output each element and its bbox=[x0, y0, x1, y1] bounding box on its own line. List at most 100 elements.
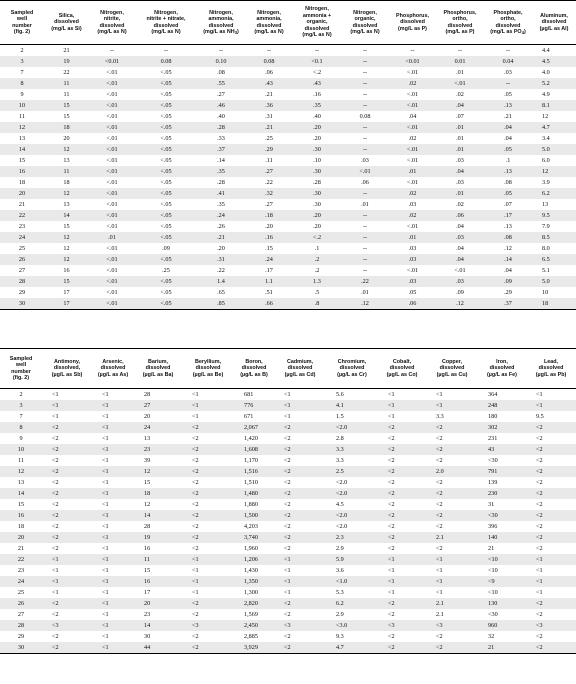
cell-well-number: 3 bbox=[0, 56, 44, 67]
cell-boron: 671 bbox=[244, 413, 254, 420]
cell-nitrogen-nitrite: <.01 bbox=[89, 276, 135, 287]
cell-aluminum: 4.9 bbox=[542, 91, 550, 98]
cell-barium: 23 bbox=[144, 611, 151, 618]
cell-chromium: 9.3 bbox=[336, 633, 344, 640]
cell-iron: 230 bbox=[478, 488, 526, 499]
cell-nitrogen-ammonia-organic: .10 bbox=[313, 157, 321, 164]
cell-copper: 2.1 bbox=[436, 611, 444, 618]
cell-nitrogen-ammonia-n: .66 bbox=[245, 298, 293, 310]
cell-aluminum: 6.5 bbox=[532, 254, 576, 265]
cell-barium: 28 bbox=[144, 391, 151, 398]
cell-chromium: 1.5 bbox=[336, 413, 344, 420]
cell-nitrogen-organic: -- bbox=[362, 69, 368, 76]
table-row: 30 <2 <1 44 <2 3,929 <2 4.7 <2 <2 21 <2 bbox=[0, 642, 576, 654]
cell-antimony: <3 bbox=[42, 620, 92, 631]
cell-silica: 13 bbox=[63, 157, 70, 164]
cell-well-number: 27 bbox=[17, 611, 25, 618]
cell-lead: <3 bbox=[526, 620, 576, 631]
cell-antimony: <2 bbox=[42, 422, 92, 433]
cell-beryllium: <2 bbox=[182, 444, 234, 455]
cell-cadmium: <2 bbox=[284, 523, 291, 530]
cell-phosphate-ortho: .14 bbox=[484, 254, 532, 265]
cell-nitrogen-nitrite: <.01 bbox=[106, 223, 118, 230]
cell-well-number: 24 bbox=[0, 232, 44, 243]
cell-silica: 16 bbox=[63, 267, 70, 274]
cell-barium: 15 bbox=[144, 567, 151, 574]
cell-boron: 1,516 bbox=[234, 466, 274, 477]
cell-silica: 11 bbox=[44, 78, 89, 89]
cell-phosphorus: .03 bbox=[408, 245, 417, 252]
cell-iron: <10 bbox=[488, 567, 498, 574]
col-nitrogen-ammonia-organic: Nitrogen, ammonia + organic, dissolved (mg/L… bbox=[302, 6, 332, 39]
cell-boron: 1,480 bbox=[234, 488, 274, 499]
table-row: 28 15 <.01 <.05 1.4 1.1 1.3.22.03.03.09 5.0 bbox=[0, 276, 576, 287]
cell-antimony: <2 bbox=[52, 435, 59, 442]
cell-nitrogen-organic: -- bbox=[341, 254, 389, 265]
cell-phosphorus: <.01 bbox=[406, 223, 419, 230]
cell-nitrogen-organic: -- bbox=[341, 144, 389, 155]
cell-aluminum: 18 bbox=[532, 298, 576, 310]
cell-boron: 2,450 bbox=[234, 620, 274, 631]
cell-well-number: 7 bbox=[20, 69, 24, 76]
cell-nitrogen-ammonia-n: .06 bbox=[265, 69, 273, 76]
cell-phosphate-ortho: .03 bbox=[504, 69, 512, 76]
cell-well-number: 25 bbox=[17, 589, 25, 596]
cell-iron: 21 bbox=[488, 545, 495, 552]
cell-phosphorus-ortho: .03 bbox=[436, 232, 484, 243]
cell-nitrogen-ammonia-organic: .30 bbox=[293, 144, 341, 155]
cell-well-number: 8 bbox=[0, 422, 42, 433]
cell-well-number: 28 bbox=[0, 620, 42, 631]
table-row: 3 19 <0.01 0.08 0.10 0.08 <0.1 -- <0.01 0.01 0.04 4… bbox=[0, 56, 576, 67]
cell-nitrogen-ammonia-nh3: .28 bbox=[217, 179, 225, 186]
cell-lead: <1 bbox=[536, 391, 543, 398]
cell-antimony: <2 bbox=[52, 479, 59, 486]
table-row: 26 <2 <1 20 <2 2,820 <2 6.2 <2 2.1 130 <2 bbox=[0, 598, 576, 609]
cell-nitrogen-ammonia-nh3: .37 bbox=[197, 144, 245, 155]
cell-phosphorus-ortho: .01 bbox=[456, 69, 464, 76]
cell-phosphorus-ortho: <.01 bbox=[454, 267, 466, 274]
cell-well-number: 21 bbox=[18, 201, 26, 208]
cell-cadmium: <2 bbox=[284, 435, 291, 442]
cell-nitrogen-organic: -- bbox=[362, 135, 368, 142]
cell-beryllium: <1 bbox=[192, 413, 199, 420]
cell-phosphorus-ortho: .01 bbox=[436, 188, 484, 199]
cell-lead: <2 bbox=[526, 532, 576, 543]
cell-phosphorus: .01 bbox=[389, 232, 436, 243]
cell-nitrogen-ammonia-n: .21 bbox=[265, 91, 273, 98]
cell-cadmium: <2 bbox=[284, 457, 291, 464]
cell-chromium: 5.3 bbox=[336, 589, 344, 596]
cell-lead: <2 bbox=[536, 523, 543, 530]
cell-lead: <2 bbox=[526, 598, 576, 609]
cell-well-number: 8 bbox=[0, 78, 44, 89]
cell-nitrogen-organic: .01 bbox=[361, 289, 369, 296]
cell-nitrogen-ammonia-nh3: .14 bbox=[217, 157, 225, 164]
cell-iron: <10 bbox=[478, 554, 526, 565]
table-row: 27 16 <.01 .25 .22 .17 .2 -- <.01 <.01 .04 5.1 bbox=[0, 265, 576, 276]
cell-cadmium: <1 bbox=[274, 576, 326, 587]
cell-nitrogen-ammonia-nh3: .26 bbox=[217, 223, 225, 230]
cell-boron: 1,500 bbox=[234, 510, 274, 521]
cell-iron: <30 bbox=[488, 611, 498, 618]
table-row: 12 18 <.01 <.05.28.21.20 -- <.01.01.04 4.7 bbox=[0, 122, 576, 133]
cell-boron: 1,300 bbox=[244, 589, 258, 596]
cell-beryllium: <2 bbox=[182, 466, 234, 477]
col-antimony: Antimony, dissolved, (µg/L as Sb) bbox=[51, 358, 83, 378]
cell-chromium: 3.3 bbox=[326, 444, 378, 455]
cell-beryllium: <1 bbox=[182, 576, 234, 587]
cell-iron: 791 bbox=[478, 466, 526, 477]
table-row: 18 18 <.01 <.05 .28 .22 .28 .06 <.01 .03 .08 3.9 bbox=[0, 177, 576, 188]
cell-cadmium: <2 bbox=[284, 479, 291, 486]
cell-well-number: 9 bbox=[20, 91, 24, 98]
cell-nitrogen-ammonia-nh3: .22 bbox=[217, 267, 225, 274]
cell-nitrogen-nitrite-nitrate: .25 bbox=[162, 267, 170, 274]
cell-aluminum: 6.2 bbox=[532, 188, 576, 199]
cell-well-number: 9 bbox=[19, 435, 23, 442]
cell-well-number: 27 bbox=[18, 267, 26, 274]
cell-lead: <2 bbox=[536, 435, 543, 442]
cell-cadmium: <2 bbox=[274, 598, 326, 609]
table-row: 30 17 <.01 <.05.85.66.8.12.06.12.37 18 bbox=[0, 298, 576, 310]
cell-chromium: 4.7 bbox=[326, 642, 378, 654]
cell-antimony: <2 bbox=[52, 545, 59, 552]
cell-aluminum: 12 bbox=[542, 113, 549, 120]
cell-antimony: <2 bbox=[42, 510, 92, 521]
